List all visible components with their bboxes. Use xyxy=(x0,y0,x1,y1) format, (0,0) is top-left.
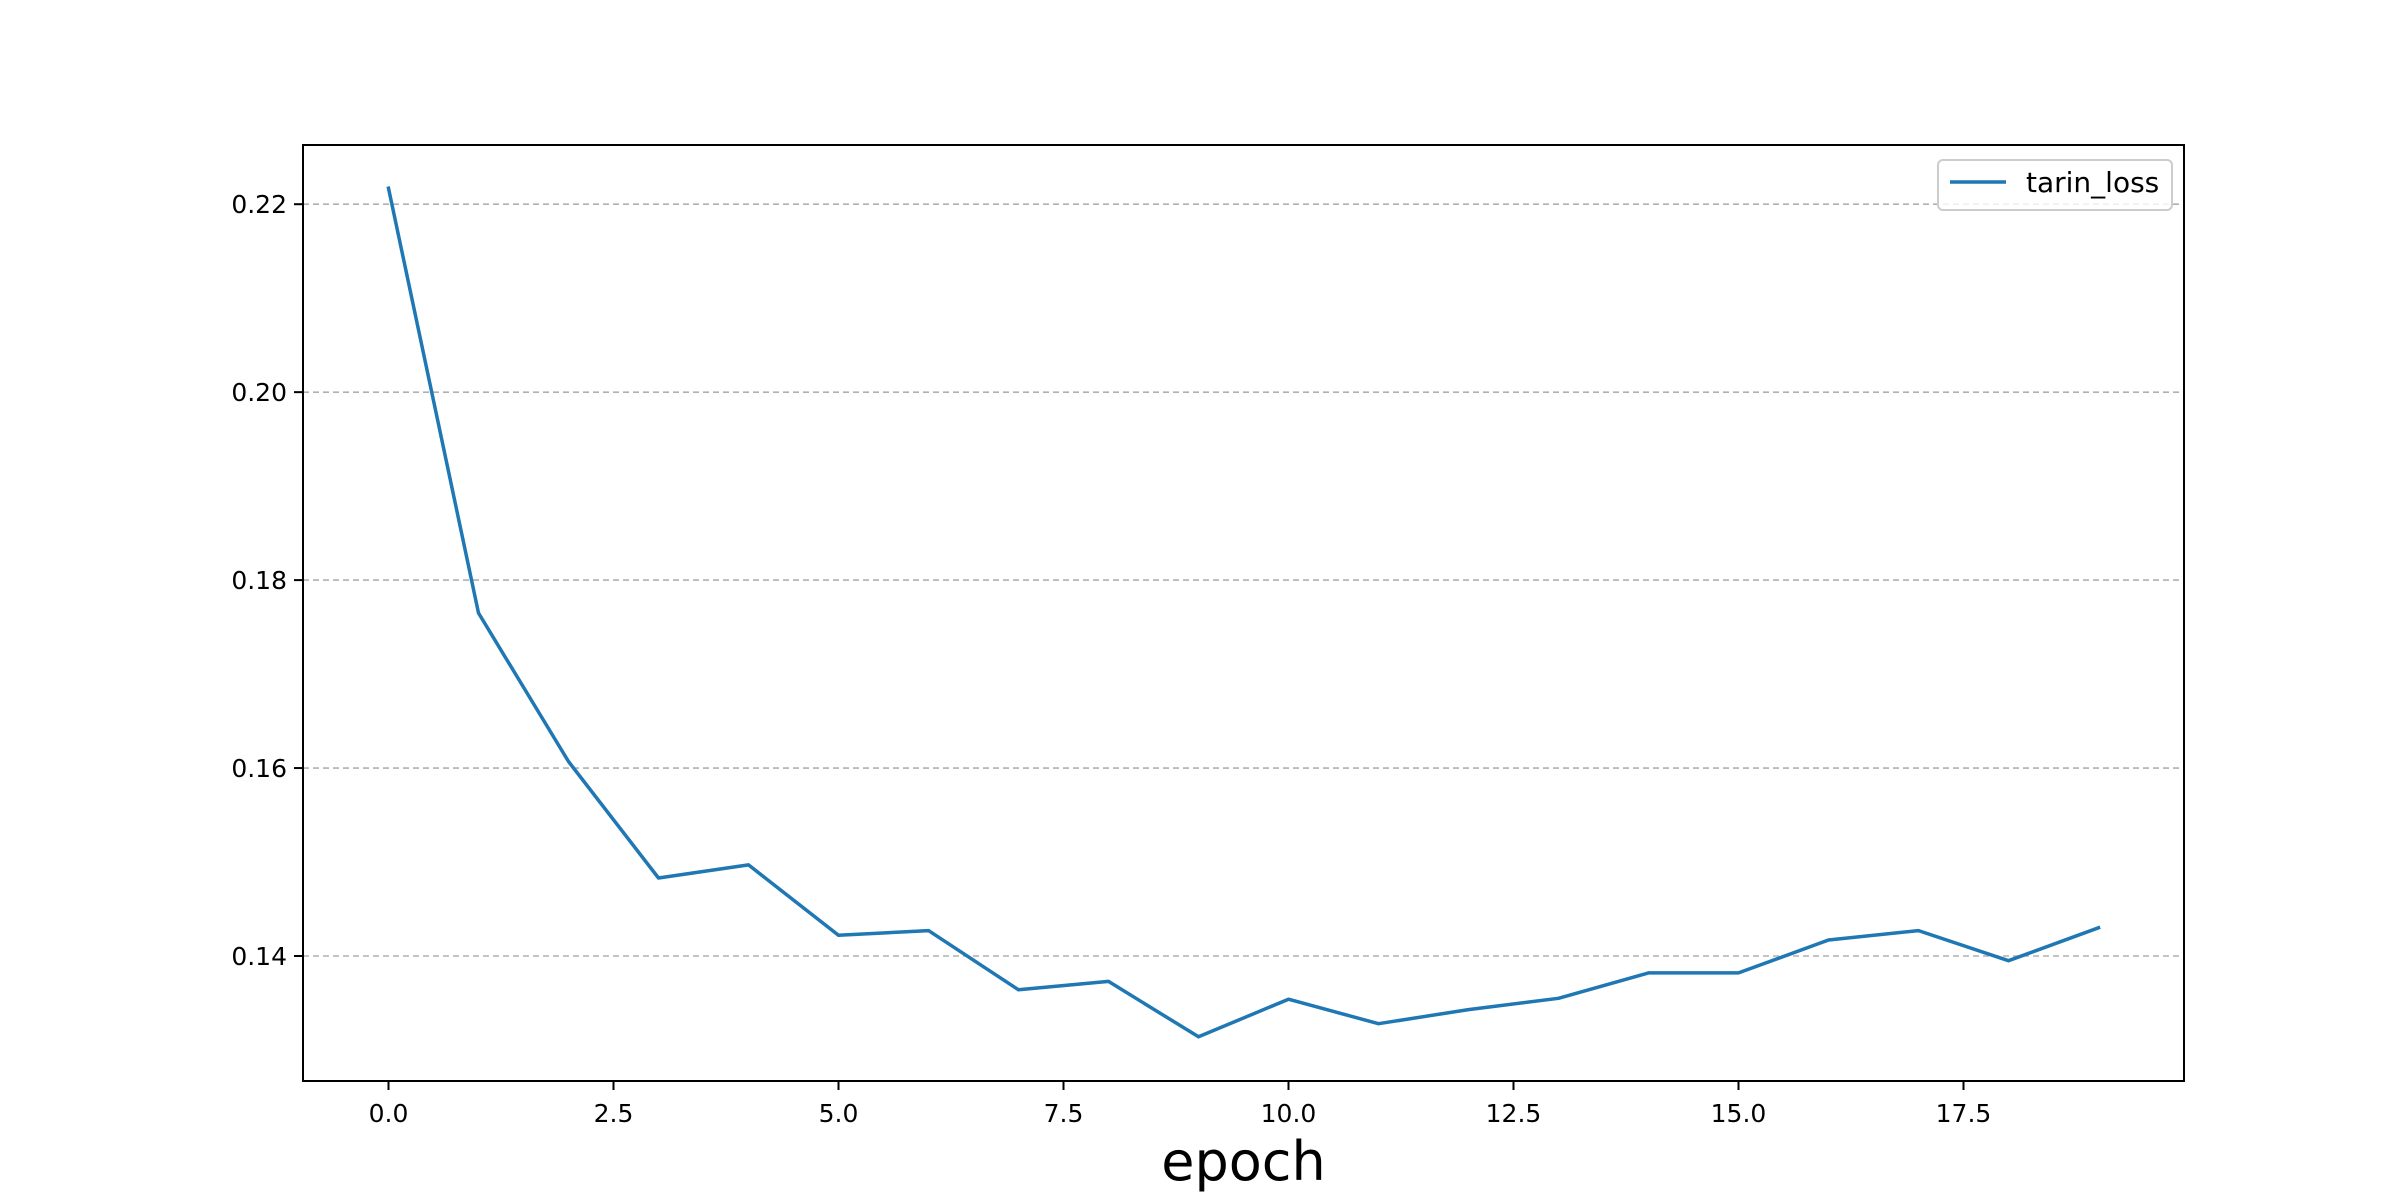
x-tick-label-2: 5.0 xyxy=(819,1099,859,1128)
x-tick-label-6: 15.0 xyxy=(1711,1099,1767,1128)
data-point-14 xyxy=(1647,971,1650,975)
data-point-17 xyxy=(1917,929,1920,933)
data-point-18 xyxy=(2007,959,2010,963)
plot-frame xyxy=(302,144,2185,1082)
data-point-9 xyxy=(1197,1035,1200,1039)
data-point-13 xyxy=(1557,996,1560,1000)
grid-lines xyxy=(303,203,2184,957)
data-point-12 xyxy=(1467,1008,1470,1012)
y-tick-label-3: 0.20 xyxy=(231,378,287,407)
data-point-2 xyxy=(567,759,570,763)
legend-label-tarin-loss: tarin_loss xyxy=(2026,166,2159,199)
x-tick-label-3: 7.5 xyxy=(1044,1099,1084,1128)
x-tick-label-5: 12.5 xyxy=(1486,1099,1542,1128)
legend-box xyxy=(1937,159,2173,211)
x-tick-label-1: 2.5 xyxy=(594,1099,634,1128)
plot-lines xyxy=(386,186,2101,1039)
data-point-16 xyxy=(1827,938,1830,942)
data-point-6 xyxy=(927,929,930,933)
x-tick-label-4: 10.0 xyxy=(1261,1099,1317,1128)
x-axis-ticks: 0.0 2.5 5.0 7.5 10.0 12.5 15.0 17.5 xyxy=(369,1081,1992,1128)
y-tick-label-1: 0.16 xyxy=(231,754,287,783)
series-line-tarin-loss xyxy=(386,186,2101,1039)
data-point-3 xyxy=(657,876,660,880)
data-point-7 xyxy=(1017,988,1020,992)
x-axis-title: epoch xyxy=(1161,1130,1325,1193)
data-point-10 xyxy=(1287,997,1290,1001)
data-point-8 xyxy=(1107,979,1110,983)
data-point-5 xyxy=(837,933,840,937)
x-tick-label-7: 17.5 xyxy=(1936,1099,1992,1128)
data-point-19 xyxy=(2097,926,2100,930)
y-tick-label-2: 0.18 xyxy=(231,566,287,595)
data-point-4 xyxy=(747,863,750,867)
data-point-0 xyxy=(387,186,390,190)
x-tick-label-0: 0.0 xyxy=(369,1099,409,1128)
data-point-1 xyxy=(477,611,480,615)
y-tick-label-0: 0.14 xyxy=(231,942,287,971)
legend: tarin_loss xyxy=(1937,159,2173,211)
data-point-11 xyxy=(1377,1022,1380,1026)
data-point-15 xyxy=(1737,971,1740,975)
y-axis-ticks: 0.14 0.16 0.18 0.20 0.22 xyxy=(231,190,303,971)
y-tick-label-4: 0.22 xyxy=(231,190,287,219)
